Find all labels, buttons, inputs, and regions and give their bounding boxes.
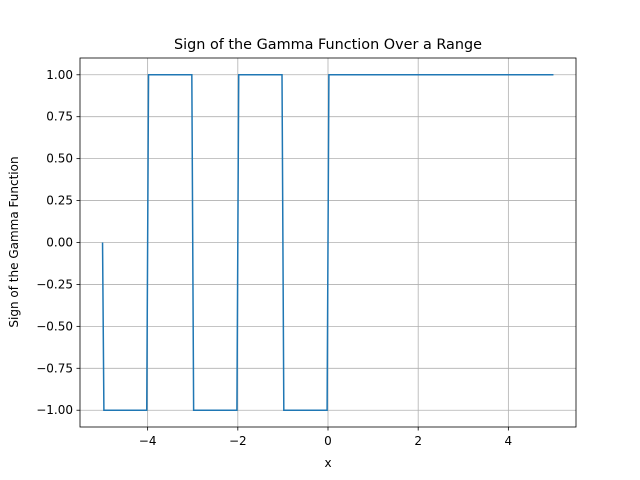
plot-frame xyxy=(79,57,577,428)
x-tick-label: 0 xyxy=(324,434,332,448)
y-tick-label: −1.00 xyxy=(36,403,73,417)
x-tick-label: 4 xyxy=(505,434,513,448)
y-tick-label: −0.50 xyxy=(36,319,73,333)
y-tick-label: 0.50 xyxy=(46,152,73,166)
x-tick-label: −2 xyxy=(229,434,247,448)
x-axis-label: x xyxy=(324,456,331,470)
x-tick-label: 2 xyxy=(414,434,422,448)
y-tick-label: 0.25 xyxy=(46,194,73,208)
y-tick-label: 1.00 xyxy=(46,68,73,82)
y-axis-label: Sign of the Gamma Function xyxy=(7,156,21,327)
y-tick-label: −0.25 xyxy=(36,277,73,291)
data-line xyxy=(101,74,554,411)
y-tick-label: 0.75 xyxy=(46,110,73,124)
y-tick-label: −0.75 xyxy=(36,361,73,375)
chart-title: Sign of the Gamma Function Over a Range xyxy=(174,37,482,53)
y-tick-label: 0.00 xyxy=(46,236,73,250)
x-tick-label: −4 xyxy=(139,434,157,448)
